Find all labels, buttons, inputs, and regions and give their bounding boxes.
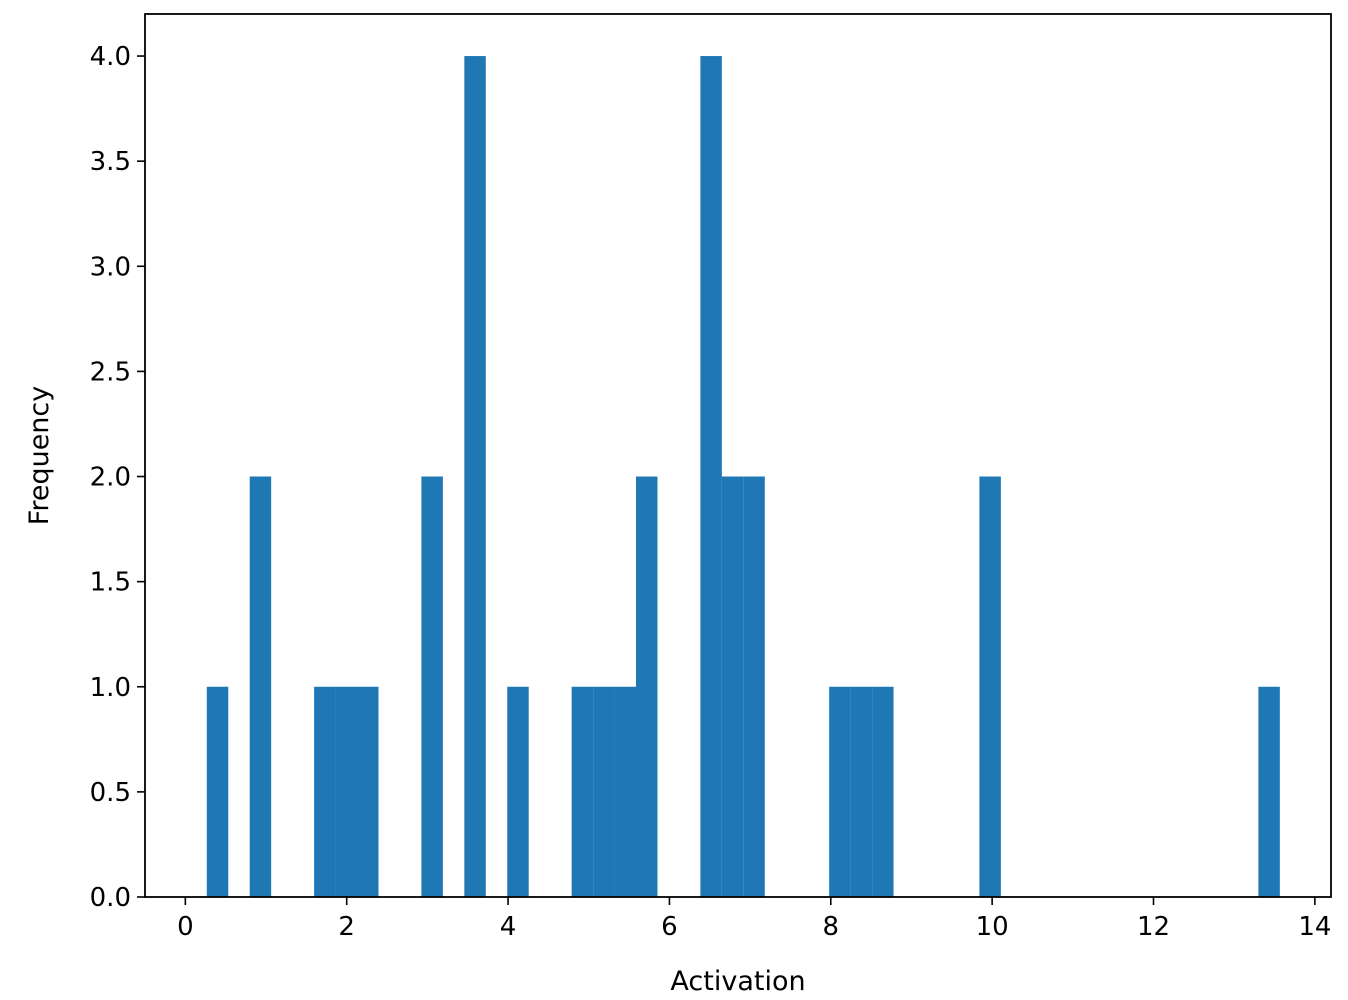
y-tick-label: 2.0 [90, 463, 131, 493]
histogram-bar [335, 686, 358, 897]
x-tick-label: 8 [823, 912, 840, 942]
histogram-bar [743, 476, 765, 897]
histogram-bars [206, 56, 1280, 898]
histogram-bar [700, 56, 722, 898]
histogram-bar [850, 686, 873, 897]
histogram-bar [314, 686, 336, 897]
histogram-bar [357, 686, 379, 897]
x-axis-ticks: 0 2 4 6 8 10 12 14 [177, 897, 1331, 942]
y-axis-ticks: 0.0 0.5 1.0 1.5 2.0 2.5 3.0 3.5 4.0 [90, 42, 145, 913]
x-tick-label: 10 [976, 912, 1009, 942]
histogram-bar [571, 686, 594, 897]
histogram-bar [464, 56, 486, 898]
histogram-bar [593, 686, 615, 897]
y-tick-label: 0.0 [90, 883, 131, 913]
x-tick-label: 4 [500, 912, 517, 942]
histogram-bar [421, 476, 443, 897]
histogram-bar [636, 476, 658, 897]
x-tick-label: 14 [1298, 912, 1331, 942]
histogram-bar [872, 686, 894, 897]
x-tick-label: 6 [661, 912, 678, 942]
y-tick-label: 0.5 [90, 778, 131, 808]
y-tick-label: 4.0 [90, 42, 131, 72]
y-tick-label: 1.5 [90, 568, 131, 598]
x-tick-label: 12 [1137, 912, 1170, 942]
x-tick-label: 0 [177, 912, 194, 942]
histogram-bar [206, 686, 229, 897]
histogram-bar [721, 476, 744, 897]
histogram-bar [614, 686, 637, 897]
x-tick-label: 2 [338, 912, 355, 942]
histogram-bar [1258, 686, 1280, 897]
histogram-bar [829, 686, 851, 897]
y-tick-label: 2.5 [90, 357, 131, 387]
y-tick-label: 1.0 [90, 673, 131, 703]
x-axis-title: Activation [670, 966, 805, 997]
y-axis-title: Frequency [24, 386, 55, 526]
plot-frame [144, 13, 1332, 898]
histogram-bar [507, 686, 529, 897]
y-tick-label: 3.5 [90, 147, 131, 177]
histogram-bar [249, 476, 272, 897]
y-tick-label: 3.0 [90, 252, 131, 282]
histogram-bar [979, 476, 1001, 897]
